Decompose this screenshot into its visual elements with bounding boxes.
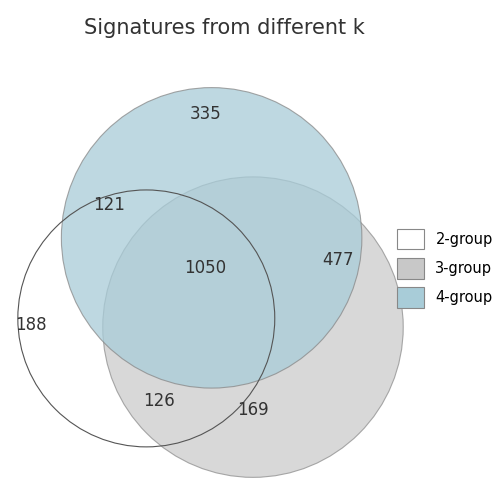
Legend: 2-group, 3-group, 4-group: 2-group, 3-group, 4-group <box>398 229 492 308</box>
Text: 121: 121 <box>93 196 125 214</box>
Text: 335: 335 <box>189 105 221 123</box>
Text: 169: 169 <box>237 401 269 419</box>
Text: 477: 477 <box>322 250 354 269</box>
Text: 1050: 1050 <box>184 260 226 277</box>
Circle shape <box>61 88 362 388</box>
Text: 126: 126 <box>144 392 175 410</box>
Circle shape <box>103 177 403 477</box>
Text: 188: 188 <box>15 316 47 334</box>
Title: Signatures from different k: Signatures from different k <box>84 18 365 38</box>
